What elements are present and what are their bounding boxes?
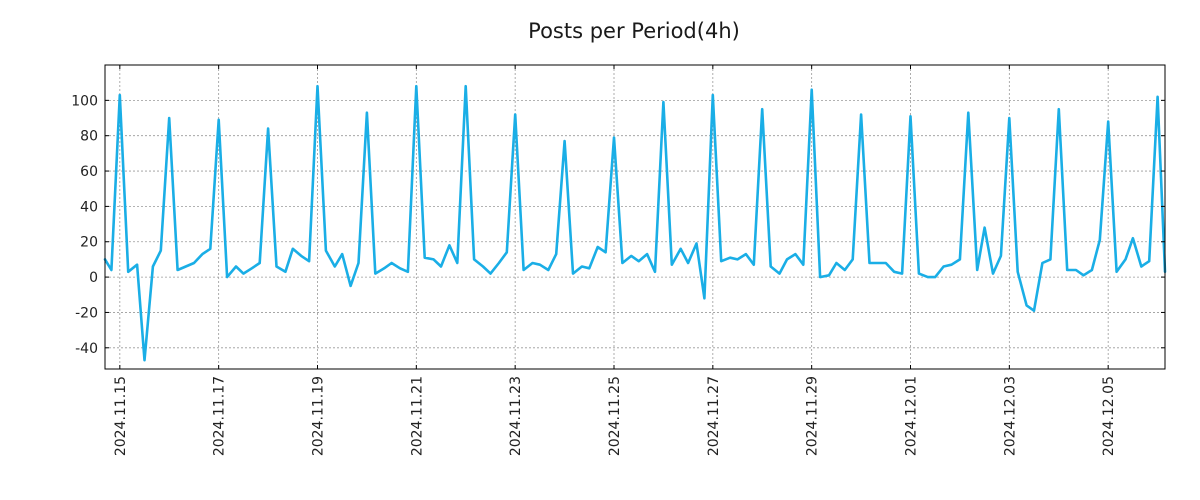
x-tick-label: 2024.11.17 <box>212 376 228 456</box>
tick-layer: -40 -20 0 20 40 60 80 100 2024.11.15 2024.11.17 20… <box>71 65 1165 456</box>
x-tick-label: 2024.11.25 <box>607 376 623 456</box>
x-tick-label: 2024.11.15 <box>113 376 129 456</box>
chart-title: Posts per Period(4h) <box>528 19 740 43</box>
x-tick-label: 2024.11.23 <box>508 376 524 456</box>
y-tick-label: 40 <box>80 199 98 215</box>
y-tick-label: 0 <box>89 270 98 286</box>
x-tick-label: 2024.11.29 <box>805 376 821 456</box>
series-layer <box>103 84 1167 362</box>
y-tick-label: -20 <box>75 305 98 321</box>
x-tick-label: 2024.12.01 <box>904 376 920 456</box>
y-tick-label: 60 <box>80 164 98 180</box>
x-tick-label: 2024.12.05 <box>1101 376 1117 456</box>
x-tick-label: 2024.11.19 <box>310 376 326 456</box>
grid-layer <box>105 65 1165 369</box>
x-tick-label: 2024.12.03 <box>1002 376 1018 456</box>
y-tick-label: 80 <box>80 129 98 145</box>
x-tick-label: 2024.11.27 <box>706 376 722 456</box>
y-tick-label: 100 <box>71 93 98 109</box>
series-line-posts <box>103 84 1167 362</box>
x-tick-label: 2024.11.21 <box>409 376 425 456</box>
y-tick-label: -40 <box>75 341 98 357</box>
plot-frame <box>104 64 1166 370</box>
y-tick-label: 20 <box>80 235 98 251</box>
